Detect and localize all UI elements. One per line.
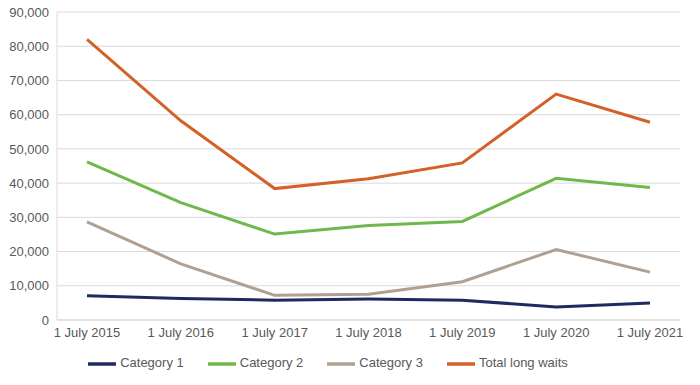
svg-text:80,000: 80,000	[9, 39, 49, 54]
html-text:Total long waits: Total long waits	[478, 355, 568, 371]
svg-text:10,000: 10,000	[9, 278, 49, 293]
svg-text:60,000: 60,000	[9, 107, 49, 122]
svg-text:1 July 2021: 1 July 2021	[617, 325, 684, 340]
svg-text:1 July 2017: 1 July 2017	[241, 325, 308, 340]
svg-text:70,000: 70,000	[9, 73, 49, 88]
svg-text:50,000: 50,000	[9, 142, 49, 157]
svg-text:40,000: 40,000	[9, 176, 49, 191]
svg-text:0: 0	[42, 313, 49, 328]
svg-text:1 July 2015: 1 July 2015	[54, 325, 121, 340]
svg-text:90,000: 90,000	[9, 5, 49, 20]
svg-text:30,000: 30,000	[9, 210, 49, 225]
svg-text:1 July 2018: 1 July 2018	[335, 325, 402, 340]
svg-text:1 July 2019: 1 July 2019	[429, 325, 496, 340]
html-text:Category 2: Category 2	[239, 355, 304, 371]
svg-text:1 July 2016: 1 July 2016	[148, 325, 215, 340]
svg-text:20,000: 20,000	[9, 244, 49, 259]
html-text:Category 3: Category 3	[359, 355, 423, 371]
html-text:Category 1: Category 1	[120, 355, 184, 371]
svg-text:1 July 2020: 1 July 2020	[523, 325, 590, 340]
